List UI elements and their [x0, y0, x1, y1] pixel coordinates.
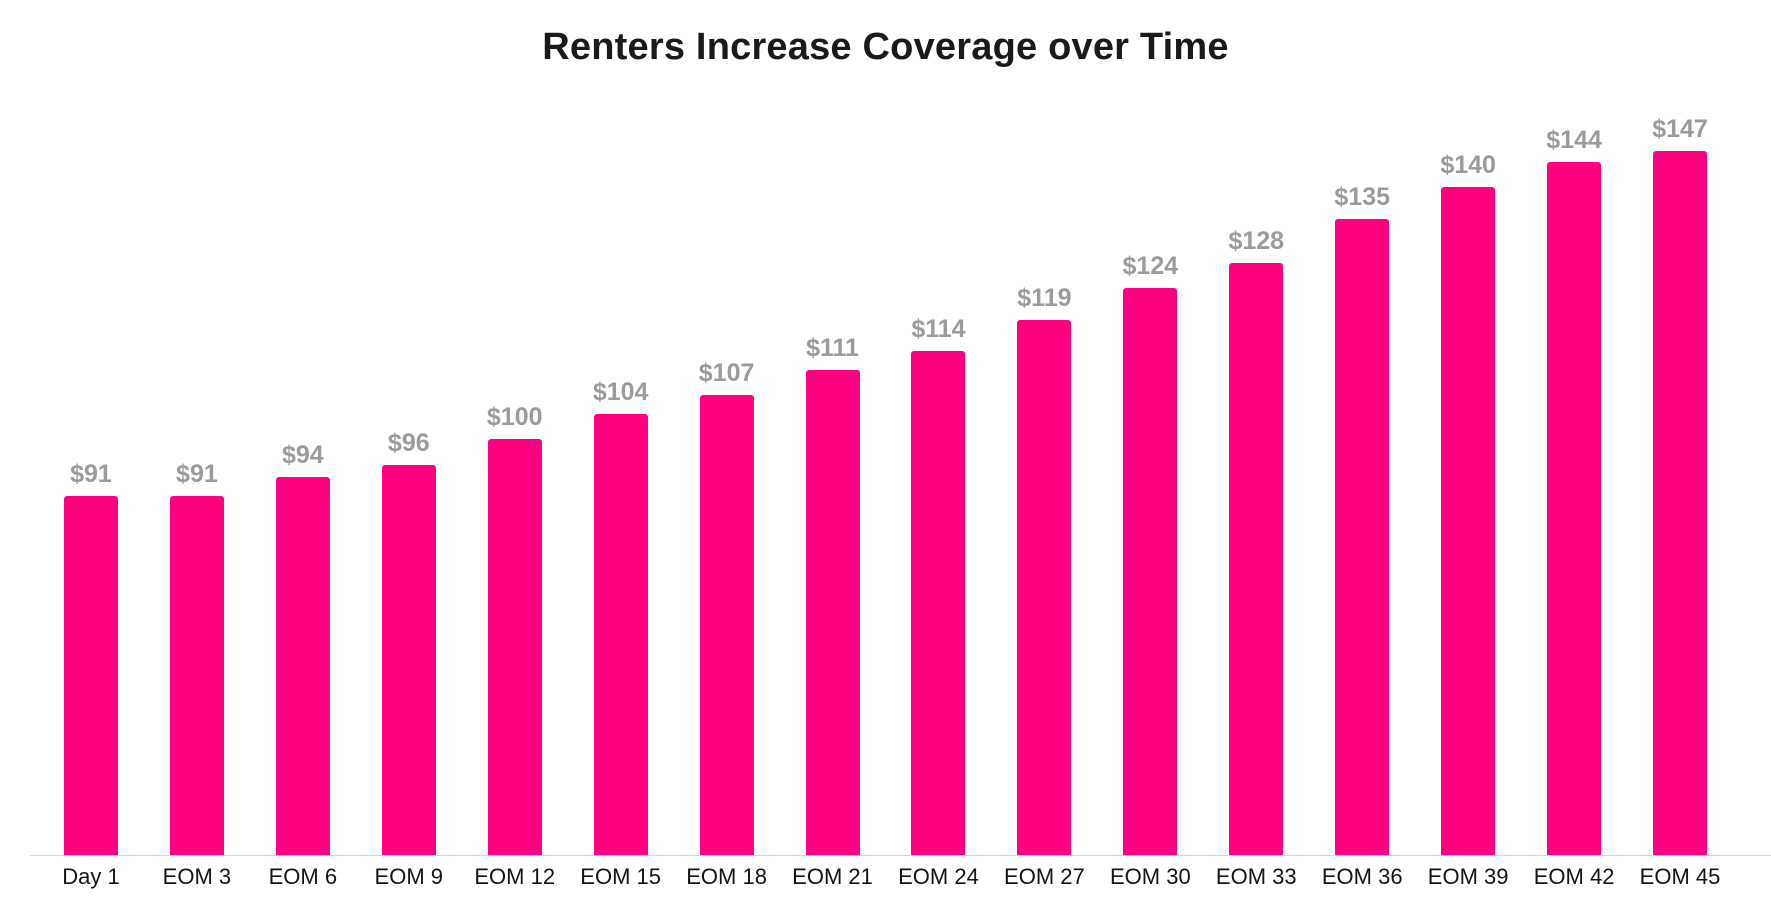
bar [487, 439, 542, 855]
bar-value-label: $144 [1546, 126, 1602, 155]
bar-value-label: $104 [592, 378, 649, 407]
bar [275, 477, 330, 855]
x-axis-label: EOM 42 [1533, 864, 1615, 889]
bar-value-label: $91 [176, 460, 218, 488]
x-axis-label: EOM 3 [162, 864, 232, 889]
bar [169, 496, 224, 855]
bar-value-label: $91 [70, 460, 112, 488]
bar-value-label: $119 [1017, 283, 1072, 312]
bar-value-label: $114 [911, 315, 966, 344]
bar [699, 395, 754, 855]
bar [1229, 263, 1284, 855]
bar-value-label: $111 [806, 334, 859, 363]
x-axis-label: EOM 12 [474, 864, 556, 889]
x-axis-label: Day 1 [62, 864, 120, 889]
x-axis-label: EOM 30 [1109, 864, 1191, 889]
x-axis-label: EOM 18 [686, 864, 767, 889]
bar-value-label: $128 [1228, 227, 1285, 255]
bar-slot: $114 [886, 115, 992, 855]
bar-value-label: $96 [387, 428, 430, 457]
bar [805, 370, 860, 855]
bar-slot: $135 [1309, 115, 1415, 855]
bar-value-label: $140 [1440, 151, 1496, 180]
x-axis-label: EOM 39 [1427, 864, 1509, 889]
bar [381, 464, 436, 855]
bar [1017, 319, 1072, 855]
x-axis: Day 1 EOM 3 EOM 6 EOM 9 EOM 12 EOM 15 EOM 18 EO… [30, 855, 1771, 890]
x-axis-label: EOM 33 [1215, 864, 1297, 889]
x-axis-label: EOM 45 [1639, 864, 1721, 889]
bar-value-label: $135 [1334, 182, 1391, 211]
bar [63, 496, 118, 855]
bar-value-label: $100 [486, 403, 543, 432]
bar [911, 351, 966, 855]
bar-value-label: $147 [1652, 115, 1708, 143]
bar [1653, 151, 1708, 855]
bar-value-label: $94 [281, 441, 324, 470]
x-axis-label: EOM 15 [580, 864, 661, 889]
bar-slot: $107 [674, 115, 780, 855]
bar-slot: $100 [462, 115, 568, 855]
chart-plot: $91 $91 $94 $96 $100 $104 $107 $111 $114 $119 $124… [38, 115, 1733, 855]
bar [1123, 288, 1178, 855]
bar-slot: $111 [780, 115, 886, 855]
x-axis-label: EOM 21 [792, 864, 873, 889]
bar [1441, 187, 1496, 855]
bar-slot: $144 [1521, 115, 1627, 855]
bar-slot: $128 [1203, 115, 1309, 855]
bar [1547, 162, 1602, 855]
bar-slot: $119 [991, 115, 1097, 855]
x-axis-label: EOM 36 [1321, 864, 1403, 889]
x-axis-label: EOM 6 [268, 864, 338, 889]
bar-slot: $94 [250, 115, 356, 855]
bar-slot: $124 [1097, 115, 1203, 855]
chart-title: Renters Increase Coverage over Time [542, 26, 1229, 68]
bar-slot: $104 [568, 115, 674, 855]
bar-slot: $140 [1415, 115, 1521, 855]
bar-slot: $91 [144, 115, 250, 855]
bar-value-label: $107 [698, 359, 755, 388]
bar-slot: $147 [1627, 115, 1733, 855]
bar-value-label: $124 [1122, 252, 1179, 281]
bar-slot: $91 [38, 115, 144, 855]
bar [1335, 218, 1390, 855]
x-axis-label: EOM 27 [1004, 864, 1085, 889]
bar-slot: $96 [356, 115, 462, 855]
x-axis-label: EOM 9 [374, 864, 444, 889]
bar [593, 414, 648, 855]
x-axis-label: EOM 24 [898, 864, 979, 889]
